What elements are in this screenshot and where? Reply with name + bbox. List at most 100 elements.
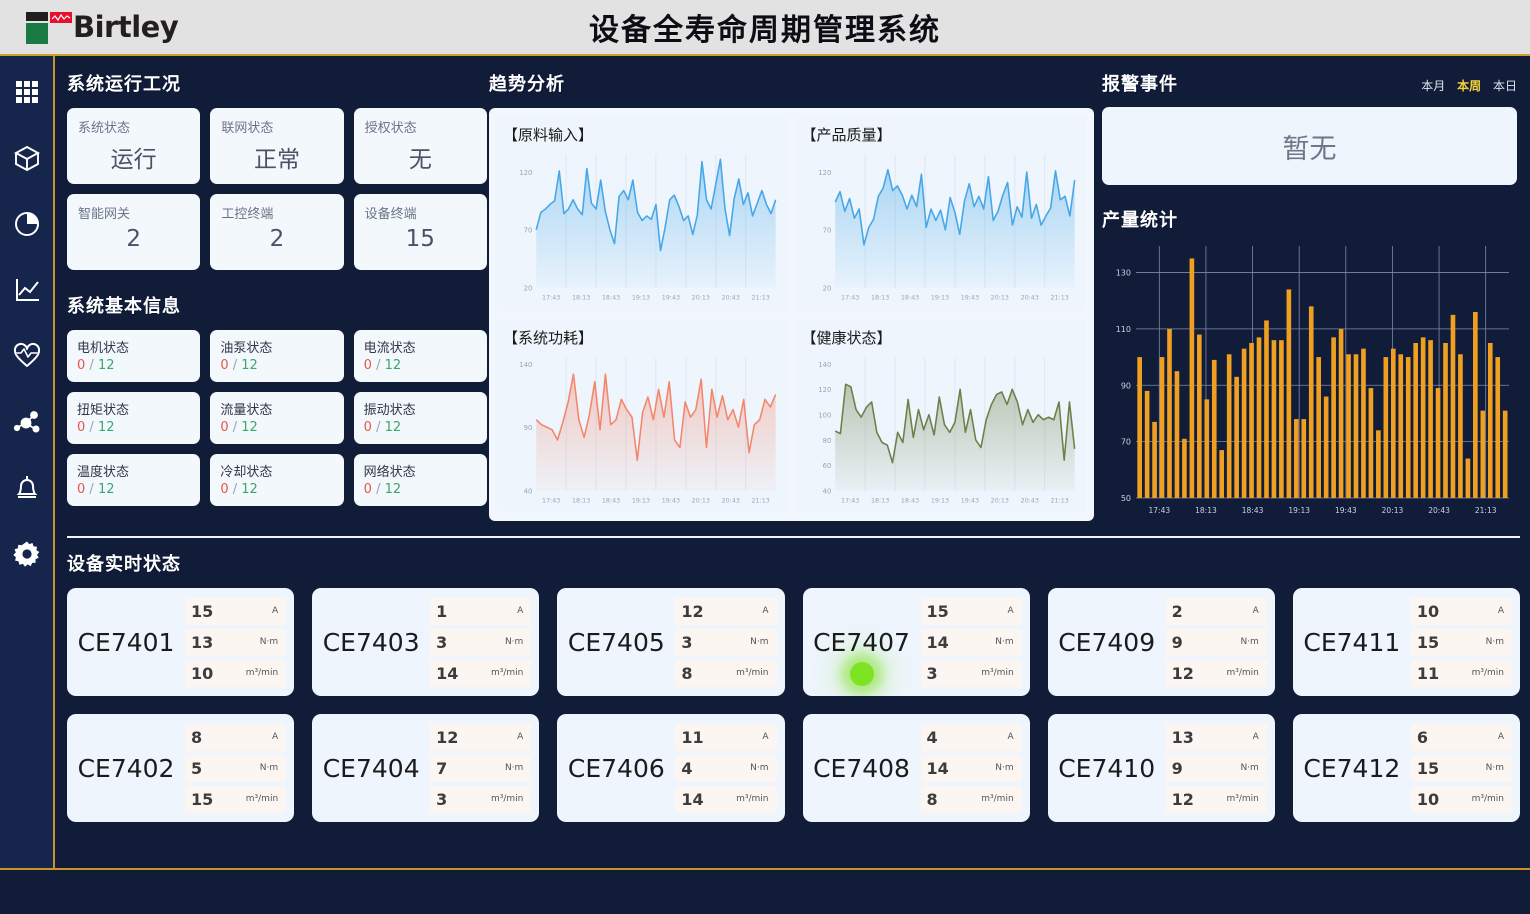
device-metric-value: 15 [191,601,214,621]
svg-text:18:43: 18:43 [900,294,918,301]
sidebar-item-assets[interactable] [7,138,47,178]
svg-text:90: 90 [524,424,533,432]
device-card[interactable]: CE7406 11 A 4 N·m 14 m³/min [557,714,785,822]
device-card[interactable]: CE7405 12 A 3 N·m 8 m³/min [557,588,785,696]
info-card[interactable]: 油泵状态 0 / 12 [210,330,344,382]
main-content: 系统运行工况 系统状态 运行 联网状态 正常 授权状态 无 智能网关 2 [57,56,1530,868]
svg-text:50: 50 [1121,494,1131,503]
device-metric-unit: m³/min [1226,668,1259,678]
svg-text:110: 110 [1116,325,1131,334]
device-metrics: 12 A 3 N·m 8 m³/min [675,597,777,687]
device-metric-value: 3 [926,663,938,683]
info-card[interactable]: 电机状态 0 / 12 [67,330,201,382]
device-card[interactable]: CE7408 4 A 14 N·m 8 m³/min [802,714,1030,822]
stat-label: 系统状态 [78,121,131,136]
device-metric-row: 7 N·m [430,754,532,782]
sidebar-item-health[interactable] [7,336,47,376]
device-metric-value: 4 [681,758,693,778]
svg-text:20:13: 20:13 [990,497,1008,504]
info-card[interactable]: 振动状态 0 / 12 [353,392,487,444]
device-metric-value: 13 [1171,727,1194,747]
info-card[interactable]: 温度状态 0 / 12 [67,454,201,506]
info-value: 0 / 12 [363,358,402,373]
stat-label: 授权状态 [364,121,417,136]
device-metric-row: 10 m³/min [185,659,287,687]
stat-card[interactable]: 授权状态 无 [353,108,487,184]
device-card[interactable]: CE7410 13 A 9 N·m 12 m³/min [1047,714,1275,822]
device-card[interactable]: CE7411 10 A 15 N·m 11 m³/min [1292,588,1520,696]
info-card[interactable]: 扭矩状态 0 / 12 [67,392,201,444]
device-card[interactable]: CE7412 6 A 15 N·m 10 m³/min [1292,714,1520,822]
device-metrics: 8 A 5 N·m 15 m³/min [185,723,287,813]
device-card[interactable]: CE7401 15 A 13 N·m 10 m³/min [67,588,295,696]
device-metric-unit: A [1007,732,1014,742]
trend-chart-canvas: 140 120 100 80 60 40 17:43 18:13 18:43 19:13 19:43… [802,350,1081,510]
device-metric-unit: m³/min [490,794,524,804]
device-metric-row: 14 m³/min [430,659,532,687]
svg-text:20:43: 20:43 [1020,497,1038,504]
top-bar: Birtley 设备全寿命周期管理系统 [0,0,1530,56]
stat-card[interactable]: 联网状态 正常 [210,108,344,184]
stat-value: 2 [269,226,285,252]
alarm-header: 报警事件 本月 本周 本日 [1102,70,1517,96]
device-name: CE7412 [1303,753,1401,783]
device-metric-unit: m³/min [1226,794,1259,804]
device-metrics: 11 A 4 N·m 14 m³/min [675,723,777,813]
info-card[interactable]: 电流状态 0 / 12 [353,330,487,382]
sidebar-item-trends[interactable] [7,270,47,310]
info-card[interactable]: 冷却状态 0 / 12 [210,454,344,506]
device-metric-row: 15 N·m [1410,628,1512,656]
stat-card[interactable]: 工控终端 2 [210,194,344,270]
sidebar-item-dashboard[interactable] [7,72,47,112]
device-metric-value: 3 [436,789,448,809]
sidebar-item-analytics[interactable] [7,204,47,244]
device-card[interactable]: CE7409 2 A 9 N·m 12 m³/min [1047,588,1275,696]
svg-text:40: 40 [822,487,831,495]
tab-today[interactable]: 本日 [1492,79,1517,93]
device-metric-unit: A [762,732,769,742]
svg-text:21:13: 21:13 [1050,497,1068,504]
device-card[interactable]: CE7407 15 A 14 N·m 3 m³/min [802,588,1030,696]
device-metric-unit: N·m [1240,637,1259,647]
stat-card[interactable]: 设备终端 15 [353,194,487,270]
info-value: 0 / 12 [77,358,115,373]
sidebar-item-settings[interactable] [7,534,47,574]
stat-value: 正常 [253,147,300,173]
trend-title: 趋势分析 [489,74,565,95]
info-card[interactable]: 网络状态 0 / 12 [353,454,487,506]
device-metric-unit: A [1497,732,1504,742]
system-status-grid: 系统状态 运行 联网状态 正常 授权状态 无 智能网关 2 工控终端 2 [67,108,487,270]
stat-card[interactable]: 智能网关 2 [67,194,201,270]
info-label: 油泵状态 [220,341,273,356]
sidebar-item-alarms[interactable] [7,468,47,508]
brand-logo: Birtley [26,10,179,44]
device-metric-value: 1 [436,601,448,621]
svg-text:18:13: 18:13 [870,294,888,301]
device-metric-value: 3 [436,632,448,652]
bottom-divider [0,868,1530,870]
device-metric-unit: N·m [995,763,1014,773]
device-card[interactable]: CE7403 1 A 3 N·m 14 m³/min [312,588,540,696]
device-card[interactable]: CE7402 8 A 5 N·m 15 m³/min [67,714,295,822]
alarm-empty-state: 暂无 [1102,107,1517,185]
svg-text:17:43: 17:43 [841,294,859,301]
svg-text:80: 80 [822,436,831,444]
production-section: 产量统计 130 110 90 70 50 17:43 18:13 18:43 19:13 19:… [1102,206,1517,520]
device-metric-row: 11 m³/min [1410,659,1512,687]
tab-this-week[interactable]: 本周 [1457,79,1482,93]
trend-chart-canvas: 120 70 20 17:43 18:13 18:43 19:13 19:43 20:13 20:… [802,147,1081,307]
device-metric-value: 5 [191,758,203,778]
device-metric-value: 10 [191,663,214,683]
svg-text:19:43: 19:43 [960,497,978,504]
device-metric-row: 2 A [1165,597,1267,625]
svg-text:70: 70 [1121,438,1131,447]
production-bar-chart: 130 110 90 70 50 17:43 18:13 18:43 19:13 19:43 20:… [1102,240,1517,520]
device-metric-row: 9 N·m [1165,628,1267,656]
sidebar-item-topology[interactable] [7,402,47,442]
info-card[interactable]: 流量状态 0 / 12 [210,392,344,444]
tab-this-month[interactable]: 本月 [1421,79,1446,93]
device-metric-value: 7 [436,758,448,778]
stat-card[interactable]: 系统状态 运行 [67,108,201,184]
device-card[interactable]: CE7404 12 A 7 N·m 3 m³/min [312,714,540,822]
trend-chart: 【原料输入】 120 70 20 17:43 18:13 18:43 19:13 19:43 2… [497,116,788,311]
